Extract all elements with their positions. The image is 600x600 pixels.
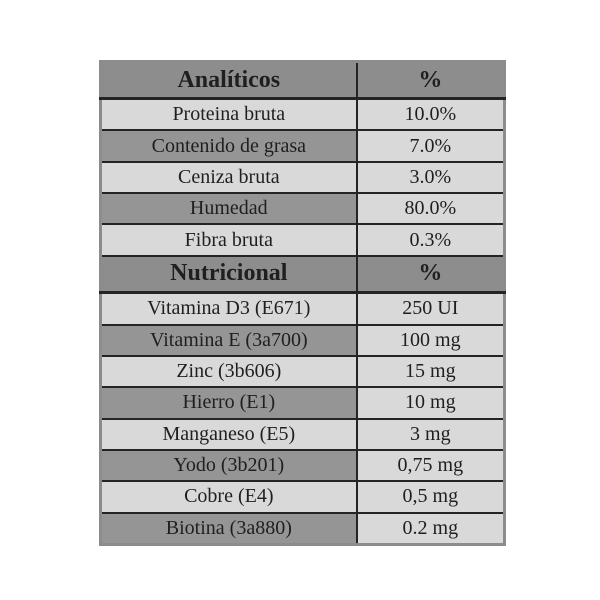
table-row: Fibra bruta 0.3% bbox=[99, 223, 506, 257]
row-label: Manganeso (E5) bbox=[99, 417, 358, 451]
row-value: 10 mg bbox=[355, 386, 506, 420]
section-header-row: Analíticos% bbox=[99, 60, 506, 100]
table-row: Vitamina E (3a700) 100 mg bbox=[99, 323, 506, 357]
row-value: 0.2 mg bbox=[355, 511, 506, 546]
row-label: Zinc (3b606) bbox=[99, 354, 358, 389]
table-row: Zinc (3b606) 15 mg bbox=[99, 354, 506, 389]
table-row: Cobre (E4) 0,5 mg bbox=[99, 480, 506, 514]
row-value: 0,5 mg bbox=[355, 480, 506, 514]
row-label: Vitamina D3 (E671) bbox=[99, 291, 358, 326]
table-row: Hierro (E1) 10 mg bbox=[99, 386, 506, 420]
table-row: Manganeso (E5) 3 mg bbox=[99, 417, 506, 451]
table-row: Proteina bruta 10.0% bbox=[99, 97, 506, 132]
row-label: Ceniza bruta bbox=[99, 160, 358, 195]
section-header-row: Nutricional% bbox=[99, 254, 506, 295]
table-row: Humedad 80.0% bbox=[99, 192, 506, 226]
table-row: Biotina (3a880) 0.2 mg bbox=[99, 511, 506, 546]
row-value: 250 UI bbox=[355, 291, 506, 326]
section-header-label: Analíticos bbox=[99, 60, 358, 100]
green-selection-mark bbox=[101, 387, 103, 418]
section-header-unit: % bbox=[355, 254, 506, 295]
section-header-unit: % bbox=[355, 60, 506, 100]
row-value: 3.0% bbox=[355, 160, 506, 195]
row-label: Biotina (3a880) bbox=[99, 511, 358, 546]
nutrition-table-body: Analíticos% Proteina bruta 10.0% Contenido … bbox=[99, 60, 506, 546]
row-value: 80.0% bbox=[355, 192, 506, 226]
row-value: 10.0% bbox=[355, 97, 506, 132]
row-value: 15 mg bbox=[355, 354, 506, 389]
row-label: Fibra bruta bbox=[99, 223, 358, 257]
row-value: 7.0% bbox=[355, 129, 506, 163]
table-row: Ceniza bruta 3.0% bbox=[99, 160, 506, 195]
table-row: Contenido de grasa 7.0% bbox=[99, 129, 506, 163]
row-label: Contenido de grasa bbox=[99, 129, 358, 163]
row-label: Vitamina E (3a700) bbox=[99, 323, 358, 357]
row-label: Yodo (3b201) bbox=[99, 448, 358, 483]
section-header-label: Nutricional bbox=[99, 254, 358, 295]
row-label: Hierro (E1) bbox=[99, 386, 358, 420]
row-label: Proteina bruta bbox=[99, 97, 358, 132]
row-value: 0.3% bbox=[355, 223, 506, 257]
table-row: Vitamina D3 (E671) 250 UI bbox=[99, 291, 506, 326]
nutrition-table: Analíticos% Proteina bruta 10.0% Contenido … bbox=[99, 60, 506, 546]
row-value: 0,75 mg bbox=[355, 448, 506, 483]
row-label: Cobre (E4) bbox=[99, 480, 358, 514]
row-value: 100 mg bbox=[355, 323, 506, 357]
row-value: 3 mg bbox=[355, 417, 506, 451]
table-row: Yodo (3b201) 0,75 mg bbox=[99, 448, 506, 483]
row-label: Humedad bbox=[99, 192, 358, 226]
